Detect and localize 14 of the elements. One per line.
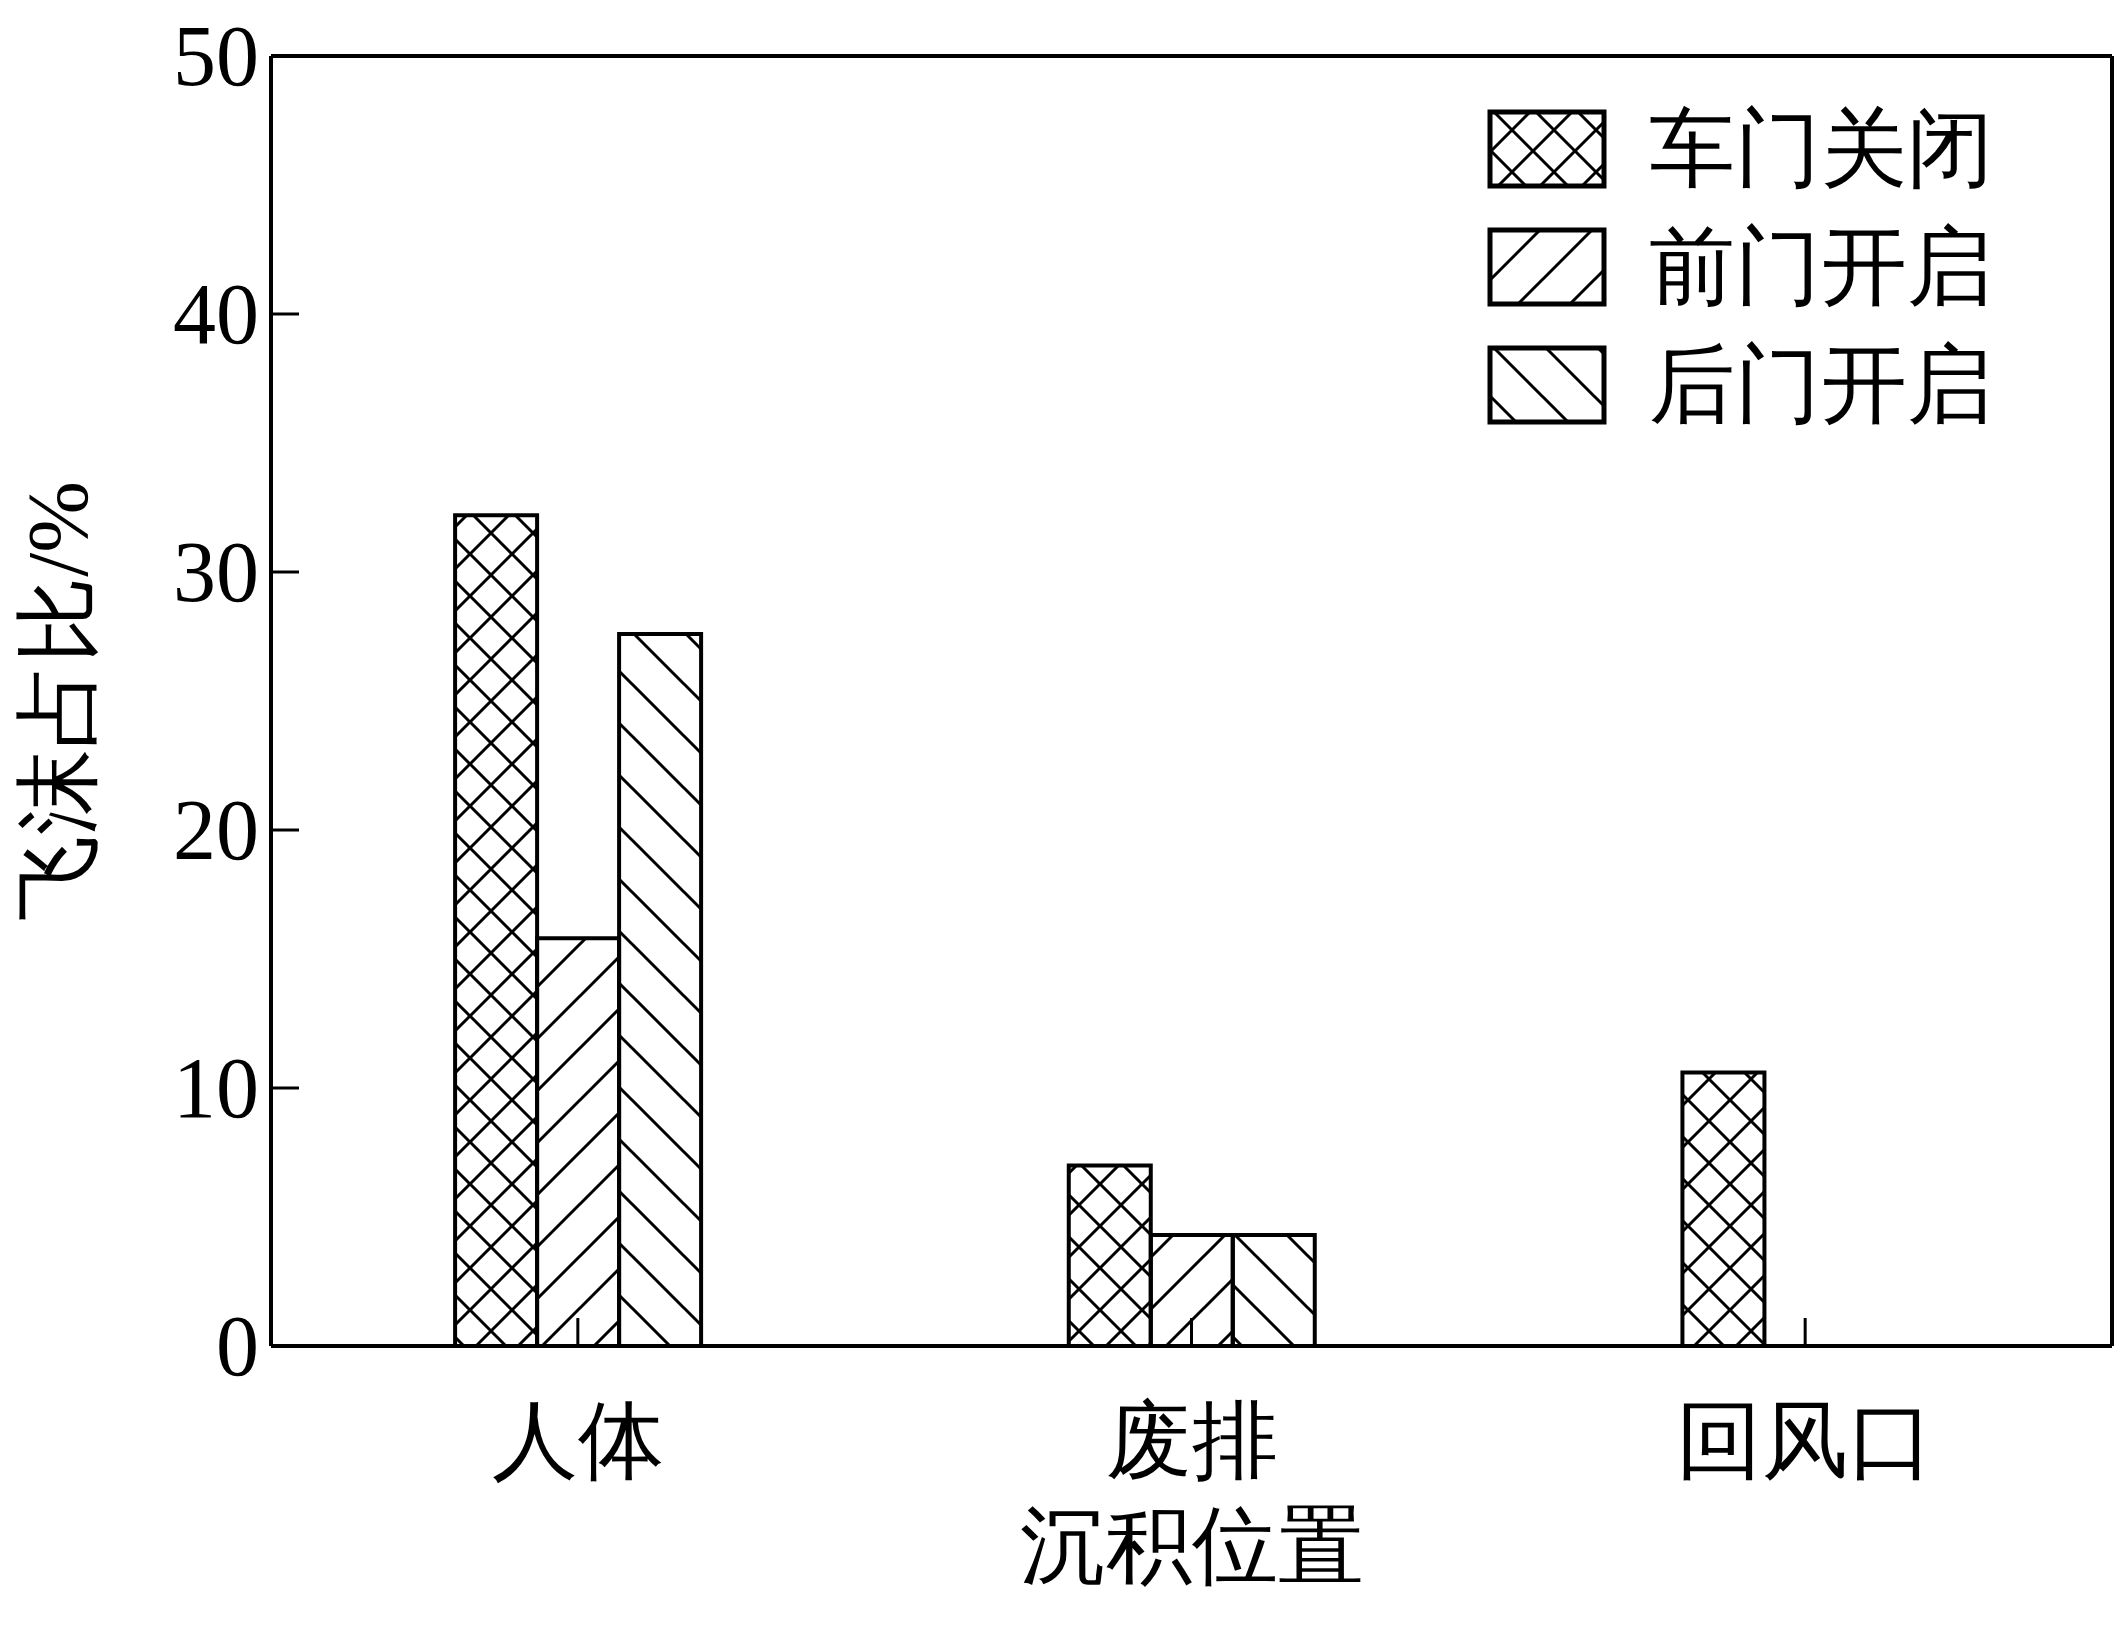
- x-tick-label: 人体: [491, 1393, 664, 1489]
- y-axis-title: 飞沫占比/%: [10, 481, 106, 921]
- y-tick-label: 10: [173, 1040, 259, 1136]
- text: 车门关闭: [1649, 101, 1993, 197]
- y-tick-label: 40: [173, 266, 259, 362]
- x-tick-label: 废排: [1105, 1393, 1278, 1489]
- text: 前门开启: [1649, 219, 1993, 315]
- y-tick-label: 50: [173, 8, 259, 104]
- y-tick-label: 20: [173, 782, 259, 878]
- y-tick-label: 30: [173, 524, 259, 620]
- x-axis-title: 沉积位置: [1019, 1498, 1364, 1594]
- text: 后门开启: [1649, 337, 1993, 433]
- y-tick-label: 0: [216, 1298, 259, 1394]
- x-tick-label: 回风口: [1676, 1393, 1935, 1489]
